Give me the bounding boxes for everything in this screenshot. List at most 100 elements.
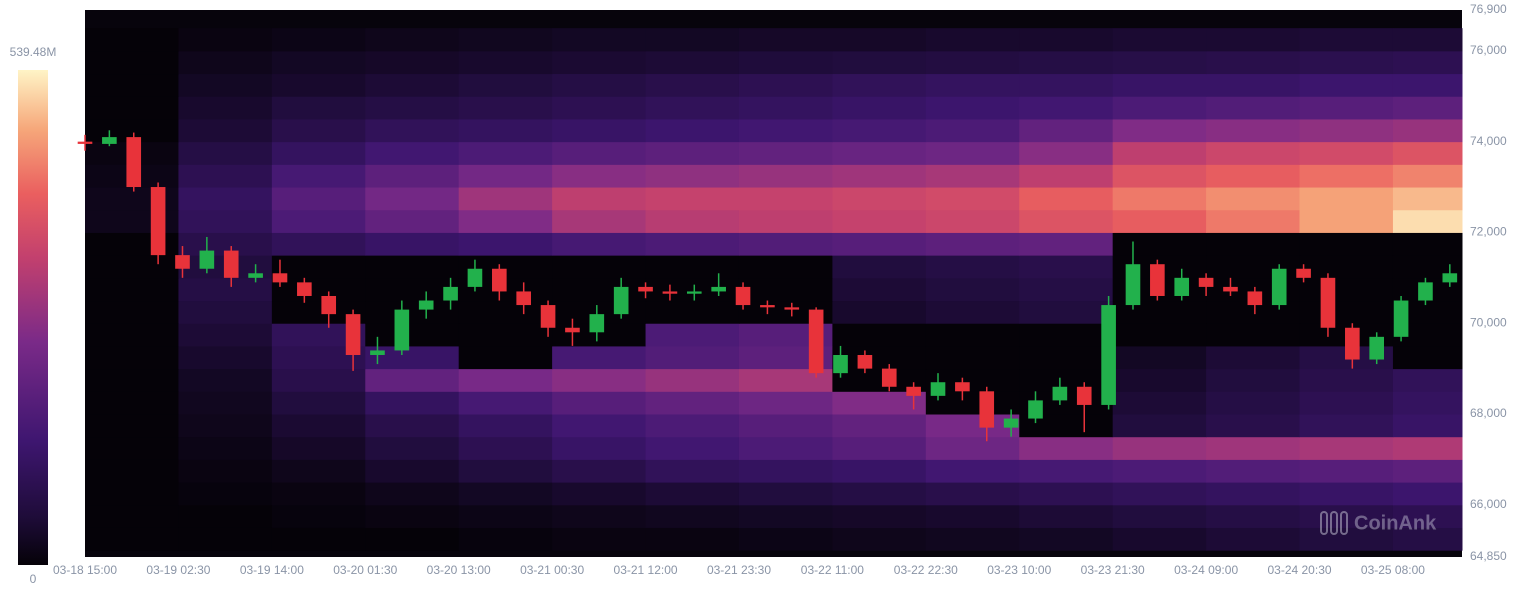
heat-cell xyxy=(365,436,460,460)
heat-cell xyxy=(738,232,833,256)
x-tick-label: 03-21 00:30 xyxy=(520,563,584,577)
heat-cell xyxy=(1112,300,1207,324)
candle-body xyxy=(1125,264,1141,306)
heat-cell xyxy=(645,96,740,120)
heat-cell xyxy=(925,368,1020,392)
color-bar-label: 539.48M xyxy=(10,45,57,59)
candle-body xyxy=(492,268,507,292)
heat-cell xyxy=(832,164,927,188)
heat-cell xyxy=(832,459,927,483)
heat-cell xyxy=(832,209,927,233)
candle-body xyxy=(833,354,848,374)
candle-body xyxy=(930,382,946,396)
candle-body xyxy=(1150,264,1165,296)
heat-cell xyxy=(271,391,366,415)
heat-cell xyxy=(645,141,740,165)
heat-cell xyxy=(552,232,647,256)
heat-cell xyxy=(552,391,647,415)
heat-cell xyxy=(1392,391,1463,415)
heat-cell xyxy=(925,187,1020,211)
heat-cell xyxy=(832,414,927,438)
heat-cell xyxy=(458,459,553,483)
heat-cell xyxy=(1019,459,1114,483)
x-tick-label: 03-22 11:00 xyxy=(801,563,864,577)
heat-cell xyxy=(85,527,179,551)
heat-cell xyxy=(458,118,553,143)
heat-cell xyxy=(365,73,460,97)
heat-cell xyxy=(85,300,179,324)
heat-cell xyxy=(1206,482,1301,506)
heat-cell xyxy=(178,209,273,233)
heat-cell xyxy=(645,504,740,528)
heat-cell xyxy=(832,368,927,392)
candle-body xyxy=(1198,277,1214,287)
heat-cell xyxy=(458,482,553,506)
heatmap xyxy=(85,28,1463,551)
x-tick-label: 03-20 01:30 xyxy=(333,563,397,577)
watermark-icon xyxy=(1340,511,1348,535)
heat-cell xyxy=(1019,141,1114,165)
heat-cell xyxy=(552,28,647,52)
heat-cell xyxy=(1206,141,1301,165)
heat-cell xyxy=(178,345,273,370)
candle-body xyxy=(881,368,897,387)
heat-cell xyxy=(738,187,833,211)
heat-cell xyxy=(925,323,1020,347)
heat-cell xyxy=(1112,323,1207,347)
heat-cell xyxy=(271,504,366,528)
heat-cell xyxy=(1299,368,1394,392)
heat-cell xyxy=(738,414,833,438)
watermark xyxy=(1320,511,1348,535)
heat-cell xyxy=(1392,414,1463,438)
heat-cell xyxy=(1299,118,1394,143)
heat-cell xyxy=(365,527,460,551)
heat-cell xyxy=(365,504,460,528)
heat-cell xyxy=(925,141,1020,165)
heat-cell xyxy=(925,482,1020,506)
heat-cell xyxy=(1112,436,1207,460)
heat-cell xyxy=(925,345,1020,370)
heat-cell xyxy=(1299,28,1394,52)
heat-cell xyxy=(738,118,833,143)
y-tick-label: 70,000 xyxy=(1470,315,1507,329)
heat-cell xyxy=(365,414,460,438)
heat-cell xyxy=(365,300,460,324)
x-tick-label: 03-19 02:30 xyxy=(146,563,210,577)
heat-cell xyxy=(178,527,273,551)
heat-cell xyxy=(645,368,740,392)
heat-cell xyxy=(738,164,833,188)
candle-body xyxy=(1369,336,1385,360)
heat-cell xyxy=(645,459,740,483)
heat-cell xyxy=(832,187,927,211)
heat-cell xyxy=(1392,209,1463,233)
heat-cell xyxy=(1112,28,1207,52)
heat-cell xyxy=(925,436,1020,460)
heat-cell xyxy=(458,504,553,528)
heat-cell xyxy=(1112,50,1207,75)
heat-cell xyxy=(271,277,366,302)
heat-cell xyxy=(178,164,273,188)
heat-cell xyxy=(552,141,647,165)
candle-body xyxy=(443,286,458,301)
x-tick-label: 03-25 08:00 xyxy=(1361,563,1425,577)
heat-cell xyxy=(738,28,833,52)
heat-cell xyxy=(552,459,647,483)
candle-body xyxy=(589,314,605,333)
heat-cell xyxy=(1206,187,1301,211)
heat-cell xyxy=(85,504,179,528)
heat-cell xyxy=(645,28,740,52)
heat-cell xyxy=(1019,209,1114,233)
x-tick-label: 03-24 09:00 xyxy=(1174,563,1238,577)
heat-cell xyxy=(1112,391,1207,415)
y-tick-label: 72,000 xyxy=(1470,225,1507,239)
heat-cell xyxy=(1112,96,1207,120)
candle-body xyxy=(150,187,166,256)
heat-cell xyxy=(1299,209,1394,233)
heat-cell xyxy=(1299,255,1394,279)
heat-cell xyxy=(271,368,366,392)
heat-cell xyxy=(458,527,553,551)
heat-cell xyxy=(1299,232,1394,256)
heat-cell xyxy=(1206,391,1301,415)
